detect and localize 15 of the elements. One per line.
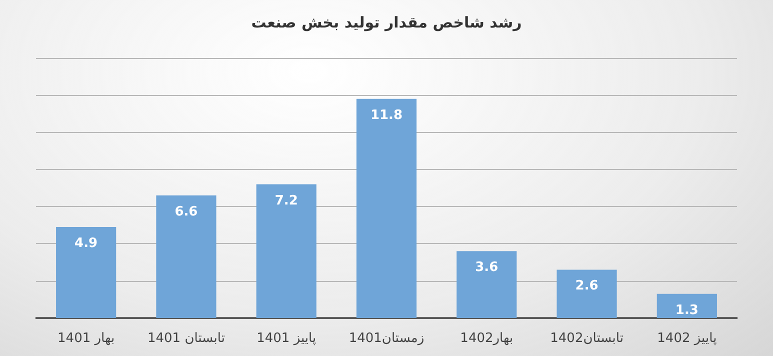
x-tick-label: پاییز 1401	[256, 331, 316, 346]
chart-title: رشد شاخص مقدار تولید بخش صنعت	[251, 14, 522, 32]
x-tick-label: تابستان 1401	[147, 331, 226, 346]
data-label: 11.8	[370, 108, 403, 123]
x-tick-label: زمستان1401	[348, 331, 424, 346]
data-label: 6.6	[174, 204, 198, 220]
x-tick-label: بهار1402	[460, 331, 514, 346]
x-tick-label: پاییز 1402	[657, 331, 718, 346]
data-label: 7.2	[274, 193, 298, 208]
data-label: 4.9	[74, 236, 98, 251]
data-label: 3.6	[475, 260, 498, 276]
data-label: 2.6	[575, 278, 598, 294]
x-tick-label: بهار 1401	[58, 331, 115, 346]
x-tick-label: تابستان1402	[550, 331, 624, 346]
data-label: 1.3	[675, 302, 698, 318]
